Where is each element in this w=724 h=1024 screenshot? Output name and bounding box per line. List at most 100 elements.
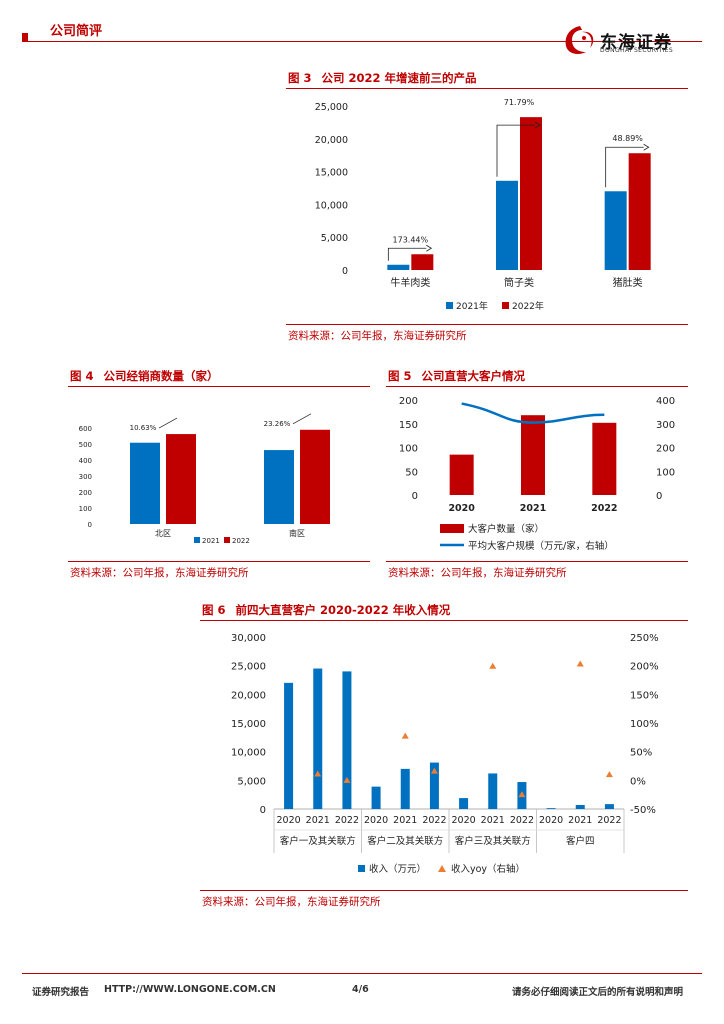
fig5-chart: 0 50 100 150 200 0 100 200 300 400 2020 2021 2022 大客户…: [399, 396, 675, 552]
fig5-line-series: [461, 402, 605, 424]
fig6-bar: [488, 773, 498, 809]
fig6-group-label: 客户三及其关联方: [455, 835, 531, 847]
fig4-legend-swatch: [224, 537, 230, 543]
fig6-bar: [604, 804, 614, 809]
footer-disclaimer: 请务必仔细阅读正文后的所有说明和声明: [512, 987, 684, 998]
fig3-ytick-label: 0: [342, 266, 348, 277]
fig6-title: 图 6 前四大直营客户 2020-2022 年收入情况: [202, 602, 450, 618]
fig5-legend-swatch: [440, 524, 464, 533]
footer-page-number: 4/6: [352, 984, 369, 995]
fig3-growth-arrow: [605, 146, 644, 188]
fig6-yoy-marker: [314, 770, 322, 777]
fig4-bottom-rule: [68, 561, 370, 562]
fig5-bottom-rule: [386, 561, 688, 562]
fig6-group-label: 客户二及其关联方: [367, 835, 443, 847]
fig6-legend-swatch: [358, 865, 365, 872]
fig3-growth-label: 71.79%: [504, 98, 535, 107]
fig5-category-label: 2020: [448, 503, 475, 514]
fig6-ytick-right-label: 100%: [630, 719, 659, 730]
fig6-year-label: 2020: [539, 815, 563, 826]
fig3-ytick-label: 20,000: [315, 135, 348, 146]
fig3-bar: [520, 117, 542, 270]
fig4-growth-label: 23.26%: [264, 420, 291, 428]
fig6-yoy-marker: [605, 771, 613, 778]
fig5-ytick-right-label: 400: [656, 396, 675, 407]
fig4-title-text: 公司经销商数量（家）: [103, 369, 219, 383]
footer-rule: [22, 973, 702, 974]
fig3-ytick-label: 15,000: [315, 168, 348, 179]
fig3-legend-swatch: [502, 302, 509, 309]
fig3-category-label: 牛羊肉类: [390, 276, 430, 289]
fig6-yoy-marker: [343, 776, 351, 783]
fig4-ytick-label: 500: [79, 441, 92, 449]
fig4-top-rule: [68, 386, 370, 387]
fig6-ytick-left-label: 10,000: [231, 748, 266, 759]
fig6-legend-label: 收入yoy（右轴）: [451, 863, 525, 875]
report-section-title: 公司简评: [50, 24, 103, 39]
fig4-chart: 0 100 200 300 400 500 600 北区 10.63% 南区 23.26% 2021 2…: [79, 413, 330, 545]
fig3-ytick-label: 10,000: [315, 200, 348, 211]
fig3-title: 图 3 公司 2022 年增速前三的产品: [288, 70, 477, 86]
fig6-bar: [342, 671, 352, 809]
fig5-category-label: 2021: [520, 503, 546, 514]
fig3-number: 图 3: [288, 71, 312, 85]
fig6-year-label: 2022: [422, 815, 446, 826]
fig3-growth-arrow: [387, 247, 427, 261]
fig3-bottom-rule: [286, 324, 688, 325]
fig6-year-label: 2020: [364, 815, 388, 826]
fig3-legend-label: 2022年: [512, 300, 544, 312]
fig6-ytick-right-label: 0%: [630, 776, 646, 787]
fig5-ytick-right-label: 0: [656, 491, 662, 502]
fig4-ytick-label: 300: [79, 473, 92, 481]
fig6-ytick-right-label: 200%: [630, 662, 659, 673]
fig6-ytick-right-label: 150%: [630, 690, 659, 701]
fig6-number: 图 6: [202, 603, 226, 617]
fig3-growth-arrowhead: [534, 121, 541, 129]
fig6-year-label: 2022: [335, 815, 359, 826]
fig5-ytick-left-label: 100: [399, 444, 418, 455]
fig4-ytick-label: 200: [79, 489, 92, 497]
fig3-growth-label: 173.44%: [393, 235, 429, 244]
fig6-yoy-marker: [430, 767, 438, 774]
fig5-bar: [449, 454, 474, 495]
fig5-ytick-left-label: 0: [412, 491, 418, 502]
fig5-ytick-right-label: 100: [656, 467, 675, 478]
company-logo-icon: [565, 26, 594, 54]
fig6-bar: [400, 768, 410, 809]
fig6-ytick-left-label: 20,000: [231, 690, 266, 701]
company-logo-text: 东海证券: [600, 33, 672, 53]
fig6-chart: 0 5,000 10,000 15,000 20,000 25,000 30,000 -50%…: [231, 633, 659, 875]
fig5-legend-label: 大客户数量（家）: [468, 523, 544, 535]
fig6-yoy-marker: [401, 732, 409, 739]
fig3-bar: [496, 180, 518, 270]
header-accent-bar: [22, 33, 28, 41]
fig5-number: 图 5: [388, 369, 412, 383]
fig4-category-label: 北区: [155, 529, 171, 538]
fig6-bar: [313, 668, 323, 809]
fig5-bar: [521, 415, 545, 495]
fig6-year-label: 2022: [510, 815, 534, 826]
fig4-number: 图 4: [70, 369, 94, 383]
fig5-legend-label: 平均大客户规模（万元/家，右轴）: [468, 540, 614, 552]
fig4-growth-label: 10.63%: [130, 424, 157, 432]
fig6-group-label: 客户四: [566, 835, 595, 847]
fig4-legend-swatch: [194, 537, 200, 543]
fig6-ytick-right-label: 250%: [630, 633, 659, 644]
fig5-title-text: 公司直营大客户情况: [421, 369, 526, 383]
fig4-bar: [264, 450, 294, 524]
fig4-growth-arrow: [158, 417, 178, 429]
fig6-yoy-marker: [576, 660, 584, 667]
fig3-source: 资料来源：公司年报，东海证券研究所: [288, 330, 467, 342]
fig4-title: 图 4 公司经销商数量（家）: [70, 368, 219, 384]
fig4-ytick-label: 600: [79, 425, 92, 433]
fig4-bar: [166, 434, 196, 524]
fig4-ytick-label: 100: [79, 505, 92, 513]
fig6-year-label: 2020: [276, 815, 300, 826]
footer-website-link[interactable]: HTTP://WWW.LONGONE.COM.CN: [104, 984, 276, 995]
fig6-ytick-left-label: 30,000: [231, 633, 266, 644]
fig6-bar: [546, 808, 556, 809]
fig6-yoy-marker: [518, 791, 526, 798]
fig4-ytick-label: 0: [88, 521, 92, 529]
fig6-year-label: 2020: [451, 815, 475, 826]
fig6-title-text: 前四大直营客户 2020-2022 年收入情况: [235, 603, 451, 617]
